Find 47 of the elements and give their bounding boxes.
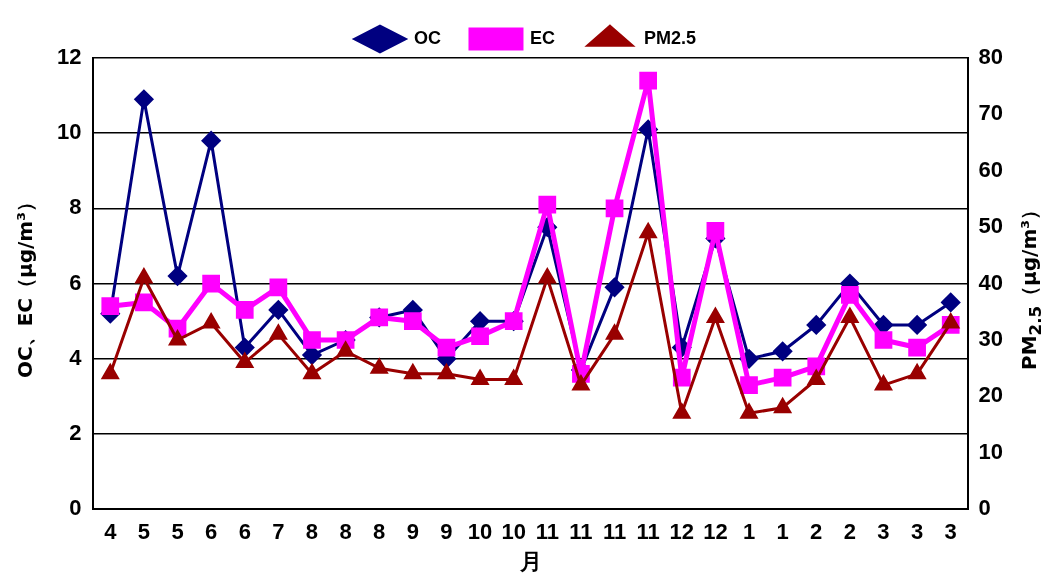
x-tick-label: 11: [602, 519, 627, 545]
legend-label: PM2.5: [643, 27, 697, 48]
x-tick-label: 11: [569, 519, 593, 545]
x-tick-label: 11: [636, 519, 660, 545]
x-tick-label: 10: [501, 519, 526, 545]
x-tick-label: 11: [535, 519, 559, 545]
y2-tick-label: 50: [978, 213, 1004, 239]
legend-label: OC: [413, 27, 441, 48]
x-tick-label: 7: [272, 519, 285, 545]
x-tick-label: 6: [205, 519, 218, 545]
y2-tick-label: 0: [978, 495, 991, 521]
x-tick-label: 8: [373, 519, 386, 545]
x-tick-label: 12: [703, 519, 728, 545]
y2-tick-label: 60: [978, 156, 1004, 182]
y2-tick-label: 70: [978, 100, 1004, 126]
y-tick-label: 4: [69, 344, 83, 370]
x-tick-label: 10: [467, 519, 493, 545]
y-tick-label: 6: [69, 269, 82, 295]
y2-tick-label: 20: [978, 382, 1004, 408]
x-tick-label: 4: [104, 519, 118, 545]
y2-tick-label: 10: [978, 438, 1004, 464]
y-tick-label: 10: [56, 119, 82, 145]
x-tick-label: 12: [669, 519, 695, 545]
x-tick-label: 9: [440, 519, 453, 545]
y-tick-label: 8: [69, 194, 82, 220]
x-tick-label: 2: [810, 519, 823, 545]
y2-tick-label: 30: [978, 326, 1004, 352]
x-tick-label: 1: [776, 519, 789, 545]
x-tick-label: 9: [406, 519, 419, 545]
y-tick-label: 0: [69, 495, 82, 521]
x-tick-label: 8: [339, 519, 352, 545]
x-tick-label: 2: [843, 519, 856, 545]
y-axis-title: OC、EC（μg/m³）: [11, 192, 38, 378]
x-tick-label: 6: [238, 519, 251, 545]
x-tick-label: 5: [137, 519, 151, 545]
x-tick-label: 3: [877, 519, 890, 545]
x-tick-label: 3: [944, 519, 957, 545]
y2-tick-label: 80: [978, 44, 1004, 70]
x-tick-label: 3: [910, 519, 924, 545]
x-tick-label: 1: [742, 519, 756, 545]
x-axis-title: 月: [518, 548, 542, 574]
x-tick-label: 5: [171, 519, 184, 545]
y2-tick-label: 40: [978, 269, 1004, 295]
y-tick-label: 12: [56, 44, 82, 70]
y-tick-label: 2: [69, 420, 82, 446]
x-tick-label: 8: [305, 519, 319, 545]
legend-label: EC: [529, 27, 555, 48]
